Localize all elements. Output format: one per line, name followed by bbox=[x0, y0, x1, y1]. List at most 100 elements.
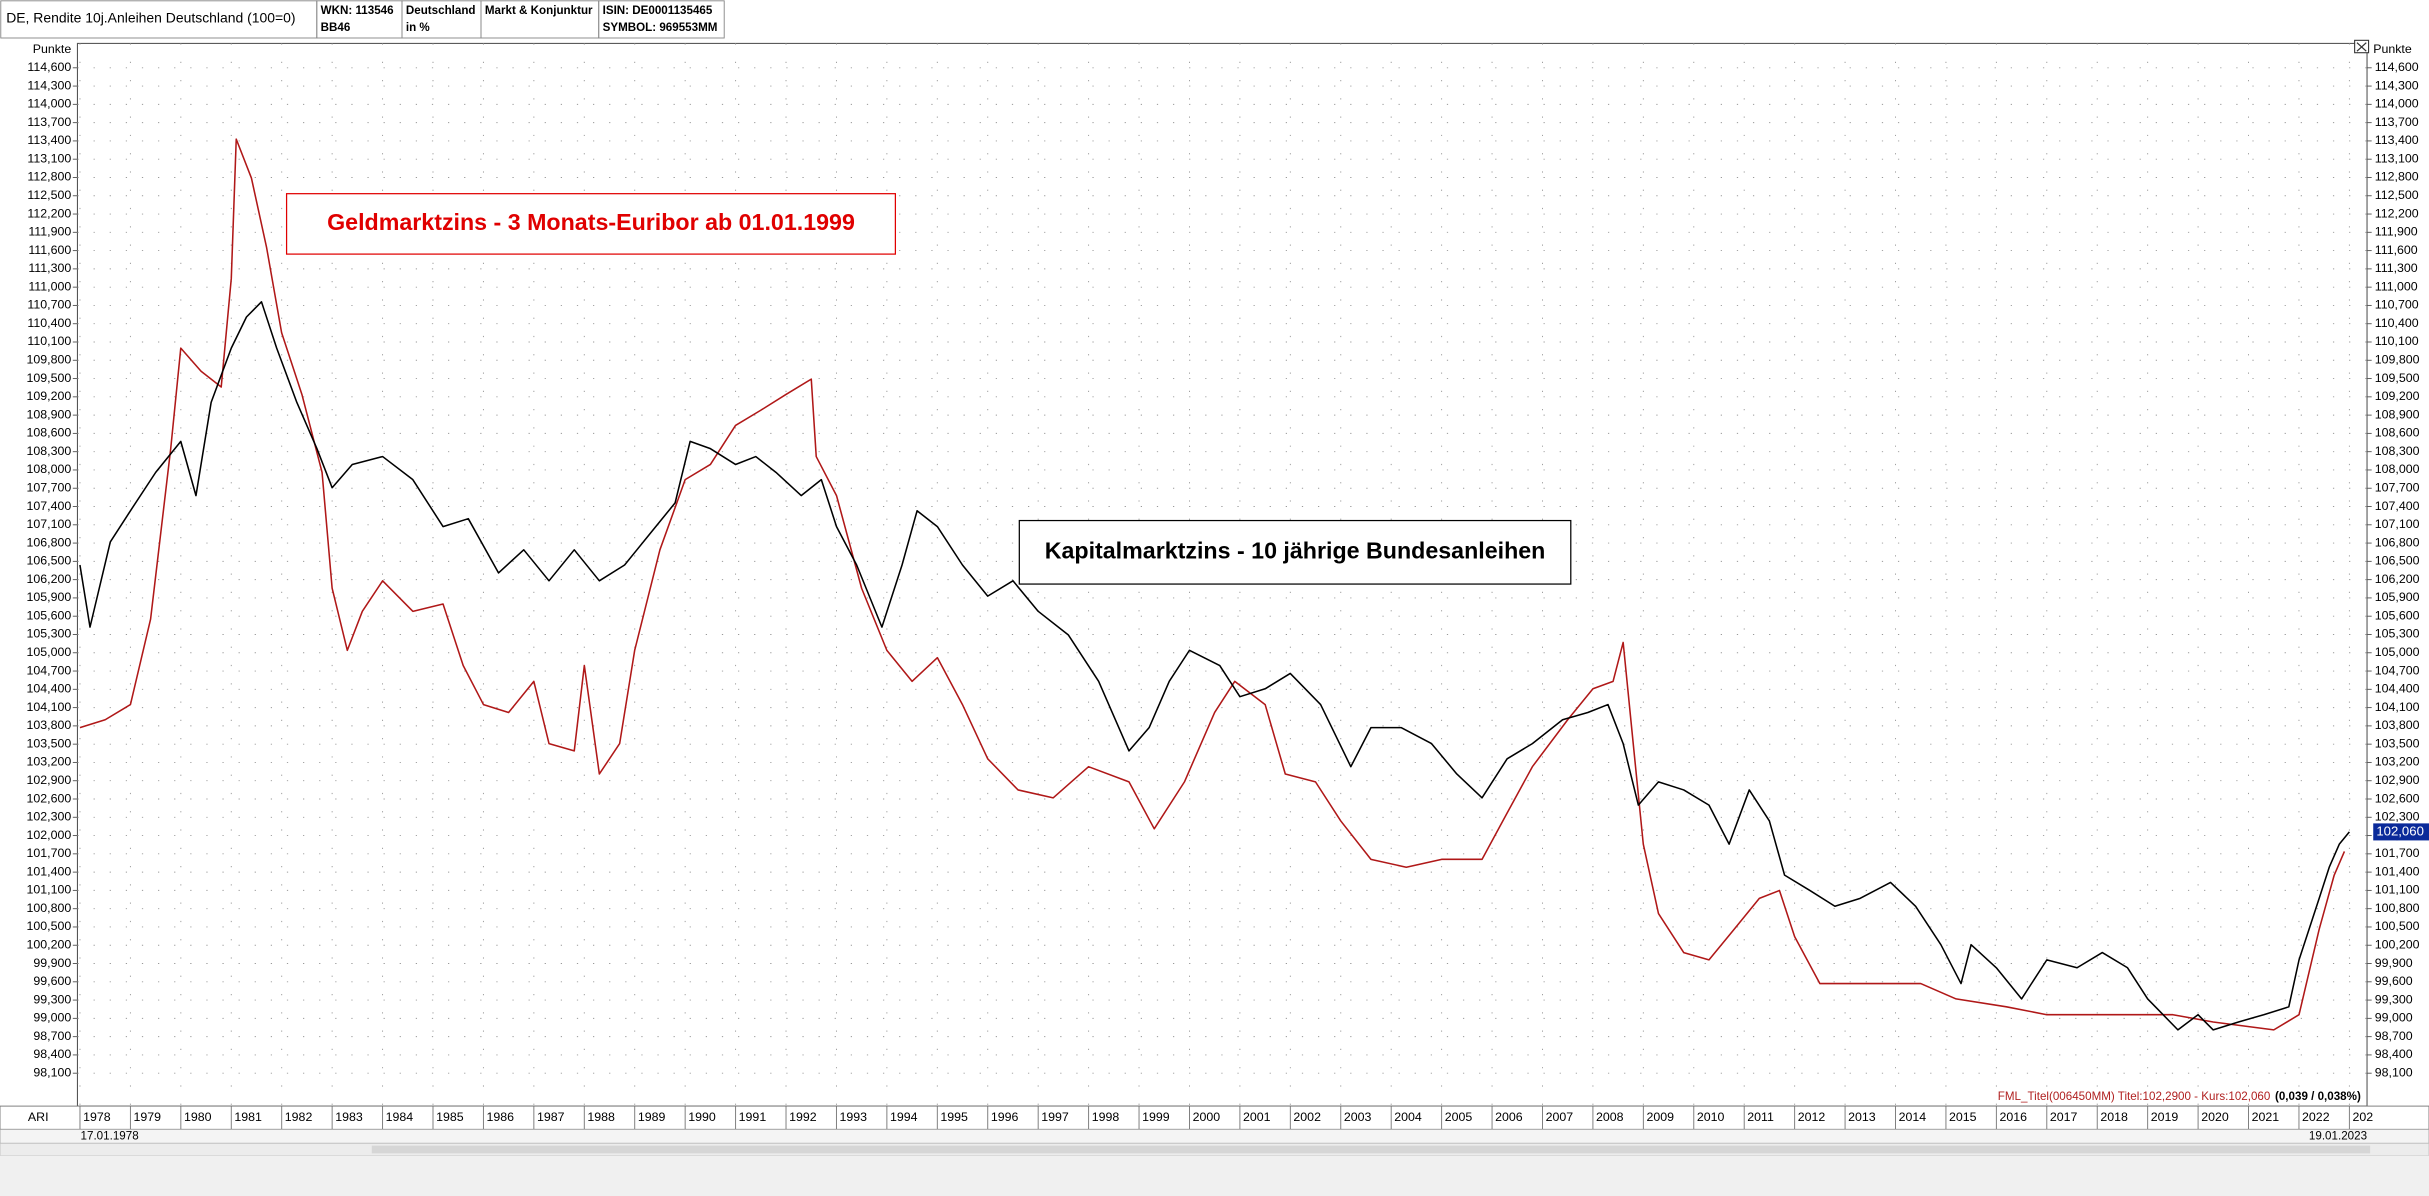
y-tick-label: 99,600 bbox=[33, 974, 71, 988]
y2-tick-label: 114,300 bbox=[2375, 78, 2419, 92]
x-tick-label: 1997 bbox=[1041, 1110, 1069, 1124]
y-tick-label: 110,100 bbox=[27, 334, 71, 348]
x-tick-label: 2017 bbox=[2050, 1110, 2078, 1124]
y2-tick-label: 106,500 bbox=[2375, 554, 2420, 568]
x-tick-label: 1999 bbox=[1142, 1110, 1170, 1124]
info-change: (0,039 / 0,038%) bbox=[2275, 1090, 2361, 1103]
y2-tick-label: 102,300 bbox=[2375, 810, 2420, 824]
y-tick-label: 107,100 bbox=[27, 517, 72, 531]
y-tick-label: 103,200 bbox=[27, 755, 72, 769]
header-bar bbox=[0, 0, 2429, 39]
y-tick-label: 109,800 bbox=[27, 353, 72, 367]
status-bar bbox=[0, 1155, 2429, 1196]
y2-tick-label: 103,500 bbox=[2375, 736, 2420, 750]
x-tick-label: 2022 bbox=[2302, 1110, 2330, 1124]
x-tick-label: 1992 bbox=[789, 1110, 817, 1124]
x-tick-label: 2019 bbox=[2151, 1110, 2179, 1124]
y-tick-label: 102,300 bbox=[27, 810, 72, 824]
y-tick-label: 113,100 bbox=[27, 151, 71, 165]
y-tick-label: 112,800 bbox=[27, 170, 71, 184]
y-tick-label: 111,600 bbox=[28, 243, 71, 257]
y-tick-label: 107,700 bbox=[27, 481, 72, 495]
y2-tick-label: 104,400 bbox=[2375, 682, 2420, 696]
y2-tick-label: 103,200 bbox=[2375, 755, 2420, 769]
x-tick-label: 1983 bbox=[335, 1110, 363, 1124]
y2-tick-label: 102,900 bbox=[2375, 773, 2420, 787]
y2-tick-label: 112,500 bbox=[2375, 188, 2419, 202]
y2-tick-label: 102,600 bbox=[2375, 791, 2420, 805]
x-tick-label: 1994 bbox=[890, 1110, 918, 1124]
y-tick-label: 102,000 bbox=[27, 828, 72, 842]
header-cell-text: Markt & Konjunktur bbox=[485, 4, 593, 17]
y-tick-label: 111,000 bbox=[28, 279, 71, 293]
x-tick-label: 2016 bbox=[1999, 1110, 2027, 1124]
y-tick-label: 103,800 bbox=[27, 718, 72, 732]
x-tick-label: 1998 bbox=[1092, 1110, 1120, 1124]
scrollbar-thumb[interactable] bbox=[371, 1145, 2371, 1154]
y-tick-label: 111,300 bbox=[28, 261, 71, 275]
y2-tick-label: 104,700 bbox=[2375, 663, 2420, 677]
y-tick-label: 114,000 bbox=[27, 97, 71, 111]
y2-tick-label: 101,100 bbox=[2375, 883, 2420, 897]
end-date: 19.01.2023 bbox=[2309, 1129, 2367, 1142]
x-tick-label: 1985 bbox=[436, 1110, 464, 1124]
y2-tick-label: 110,400 bbox=[2375, 316, 2419, 330]
y2-tick-label: 100,200 bbox=[2375, 938, 2420, 952]
x-tick-label: 2000 bbox=[1193, 1110, 1221, 1124]
x-tick-label: 2011 bbox=[1747, 1110, 1774, 1124]
last-price-box bbox=[2373, 823, 2429, 841]
annotation-box bbox=[285, 193, 897, 255]
y2-tick-label: 107,700 bbox=[2375, 481, 2420, 495]
x-tick-label: 1995 bbox=[940, 1110, 968, 1124]
y-tick-label: 105,900 bbox=[27, 590, 72, 604]
y-tick-label: 106,200 bbox=[27, 572, 72, 586]
y-tick-label: 113,400 bbox=[27, 133, 71, 147]
header-title: DE, Rendite 10j.Anleihen Deutschland (10… bbox=[6, 9, 295, 25]
y-tick-label: 98,100 bbox=[33, 1065, 71, 1079]
y2-tick-label: 111,000 bbox=[2375, 279, 2418, 293]
y-tick-label: 105,600 bbox=[27, 608, 72, 622]
header-cell-text: SYMBOL: 969553MM bbox=[603, 21, 718, 34]
y-tick-label: 100,800 bbox=[27, 901, 72, 915]
annotation-text: Kapitalmarktzins - 10 jährige Bundesanle… bbox=[1045, 537, 1546, 563]
series-line bbox=[79, 301, 2350, 1031]
y-tick-label: 112,200 bbox=[27, 206, 71, 220]
y-tick-label: 106,500 bbox=[27, 554, 72, 568]
y2-tick-label: 104,100 bbox=[2375, 700, 2420, 714]
y-tick-label: 99,000 bbox=[33, 1011, 71, 1025]
y2-tick-label: 103,800 bbox=[2375, 718, 2420, 732]
x-tick-label: 2006 bbox=[1495, 1110, 1523, 1124]
y2-tick-label: 107,400 bbox=[2375, 499, 2420, 513]
x-tick-label: 1981 bbox=[234, 1110, 262, 1124]
y2-tick-label: 108,000 bbox=[2375, 462, 2420, 476]
y-tick-label: 111,900 bbox=[28, 225, 71, 239]
y-tick-label: 100,500 bbox=[27, 919, 72, 933]
y-tick-label: 99,300 bbox=[33, 992, 71, 1006]
x-tick-label: 2005 bbox=[1445, 1110, 1473, 1124]
y-tick-label: 99,900 bbox=[33, 956, 71, 970]
x-axis-label: ARI bbox=[28, 1110, 49, 1124]
header-cell-text: in % bbox=[406, 21, 431, 34]
y2-tick-label: 109,800 bbox=[2375, 353, 2420, 367]
y-tick-label: 104,400 bbox=[27, 682, 72, 696]
annotation-text: Geldmarktzins - 3 Monats-Euribor ab 01.0… bbox=[327, 209, 855, 235]
x-tick-label: 2002 bbox=[1293, 1110, 1321, 1124]
y-tick-label: 100,200 bbox=[27, 938, 72, 952]
y2-tick-label: 106,200 bbox=[2375, 572, 2420, 586]
x-tick-label: 1979 bbox=[134, 1110, 162, 1124]
x-tick-label: 1989 bbox=[638, 1110, 666, 1124]
y2-tick-label: 108,900 bbox=[2375, 407, 2420, 421]
x-tick-label: 1996 bbox=[991, 1110, 1019, 1124]
y-tick-label: 110,700 bbox=[27, 298, 71, 312]
x-tick-label: 1993 bbox=[840, 1110, 868, 1124]
series-line bbox=[79, 138, 2346, 1031]
x-tick-label: 2007 bbox=[1546, 1110, 1574, 1124]
y2-tick-label: 101,700 bbox=[2375, 846, 2420, 860]
x-tick-label: 2013 bbox=[1848, 1110, 1876, 1124]
x-tick-label: 1978 bbox=[83, 1110, 111, 1124]
close-icon bbox=[2356, 42, 2367, 52]
y2-axis-label: Punkte bbox=[2373, 42, 2412, 56]
y2-tick-label: 112,200 bbox=[2375, 206, 2419, 220]
y-axis-label: Punkte bbox=[33, 42, 72, 56]
